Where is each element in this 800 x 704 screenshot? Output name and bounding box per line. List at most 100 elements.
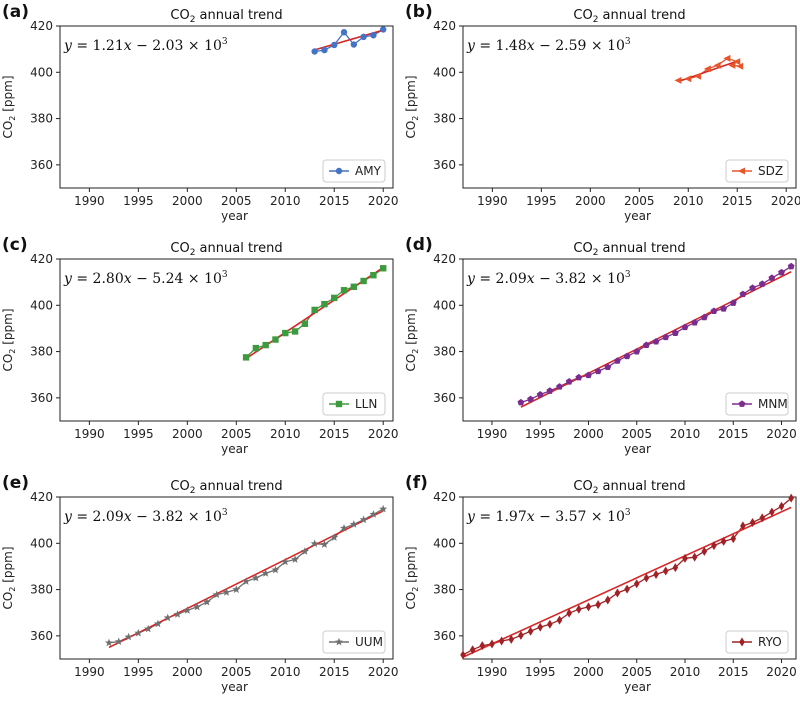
data-point — [585, 602, 592, 612]
y-tick-label: 400 — [433, 298, 456, 312]
panel-label: (d) — [405, 235, 433, 255]
legend-label: AMY — [355, 164, 382, 178]
data-point — [710, 307, 718, 314]
legend-box — [322, 159, 386, 183]
legend-label: SDZ — [758, 164, 783, 178]
plot-frame — [59, 25, 394, 189]
legend-box — [725, 392, 789, 416]
data-point — [370, 32, 377, 39]
data-point — [212, 590, 221, 599]
x-tick-label: 1995 — [526, 194, 557, 208]
y-axis-label: CO2 [ppm] — [404, 546, 420, 609]
x-tick-label: 2000 — [573, 427, 604, 441]
data-point — [271, 565, 280, 574]
data-point — [291, 328, 299, 335]
data-point — [536, 391, 544, 398]
y-tick-label: 360 — [30, 629, 53, 643]
data-point — [104, 638, 113, 647]
x-tick-label: 2010 — [673, 194, 704, 208]
x-axis-label: year — [221, 680, 248, 694]
plot-frame — [462, 496, 797, 660]
chart-title: CO2 annual trend — [170, 8, 282, 25]
x-tick-label: 2000 — [172, 665, 203, 679]
data-point — [694, 72, 702, 80]
data-point — [728, 61, 736, 69]
data-point — [700, 313, 708, 321]
x-tick-label: 2020 — [368, 194, 399, 208]
y-tick-label: 380 — [433, 583, 456, 597]
legend-box — [725, 159, 789, 183]
data-point — [311, 48, 318, 55]
data-point — [556, 615, 563, 625]
series-line — [108, 508, 384, 644]
data-point — [642, 341, 650, 348]
x-tick-label: 1990 — [477, 427, 508, 441]
data-point — [778, 501, 785, 511]
x-tick-label: 2000 — [172, 427, 203, 441]
x-tick-label: 2000 — [575, 194, 606, 208]
data-point — [360, 277, 367, 285]
data-point — [359, 515, 368, 524]
data-point — [740, 521, 746, 531]
x-tick-label: 2005 — [221, 427, 252, 441]
data-point — [788, 493, 794, 503]
data-point — [623, 352, 631, 360]
x-tick-label: 1990 — [74, 665, 105, 679]
data-point — [369, 510, 378, 518]
data-point — [537, 622, 544, 632]
x-tick-label: 2020 — [766, 665, 797, 679]
y-axis-label: CO2 [ppm] — [1, 75, 17, 138]
legend: LLN — [322, 392, 386, 416]
data-point — [340, 524, 349, 532]
x-tick-label: 2005 — [621, 665, 652, 679]
x-tick-label: 2015 — [718, 665, 749, 679]
data-point — [261, 569, 270, 577]
legend: MNM — [725, 392, 789, 416]
x-tick-label: 2005 — [621, 427, 652, 441]
x-tick-label: 2015 — [319, 665, 350, 679]
chart-title: CO2 annual trend — [573, 479, 685, 496]
data-point — [300, 547, 309, 555]
y-tick-label: 400 — [30, 65, 53, 79]
data-point — [310, 539, 319, 548]
x-tick-label: 2010 — [270, 194, 301, 208]
data-point — [340, 287, 348, 294]
x-tick-label: 1990 — [477, 665, 508, 679]
legend: SDZ — [725, 159, 789, 183]
legend-marker — [739, 637, 745, 647]
fit-equation: y = 2.09x − 3.82 × 103 — [63, 508, 228, 525]
legend: RYO — [725, 630, 789, 654]
y-tick-label: 360 — [30, 391, 53, 405]
chart-title: CO2 annual trend — [170, 479, 282, 496]
data-point — [349, 520, 358, 528]
y-tick-label: 420 — [30, 252, 53, 266]
data-point — [350, 283, 358, 290]
data-point — [460, 650, 466, 660]
data-point — [114, 637, 123, 646]
data-point — [575, 373, 583, 381]
data-point — [576, 604, 582, 614]
legend-box — [322, 392, 386, 416]
data-point — [331, 41, 338, 49]
x-tick-label: 2010 — [670, 427, 701, 441]
plot-frame — [462, 25, 797, 189]
data-point — [380, 26, 387, 33]
legend: AMY — [322, 159, 386, 183]
data-point — [251, 573, 260, 582]
x-tick-label: 2010 — [670, 665, 701, 679]
data-point — [662, 566, 669, 576]
data-point — [380, 265, 387, 272]
y-tick-label: 360 — [433, 391, 456, 405]
y-axis-label: CO2 [ppm] — [404, 308, 420, 371]
data-point — [749, 284, 756, 291]
data-point — [173, 610, 182, 618]
data-point — [498, 636, 505, 646]
data-point — [684, 75, 692, 83]
data-point — [242, 577, 251, 585]
x-axis-label: year — [221, 209, 248, 223]
data-point — [153, 619, 162, 628]
legend-marker — [738, 400, 746, 407]
x-tick-label: 2010 — [270, 665, 301, 679]
fit-equation: y = 2.09x − 3.82 × 103 — [466, 270, 631, 287]
data-point — [262, 341, 269, 349]
